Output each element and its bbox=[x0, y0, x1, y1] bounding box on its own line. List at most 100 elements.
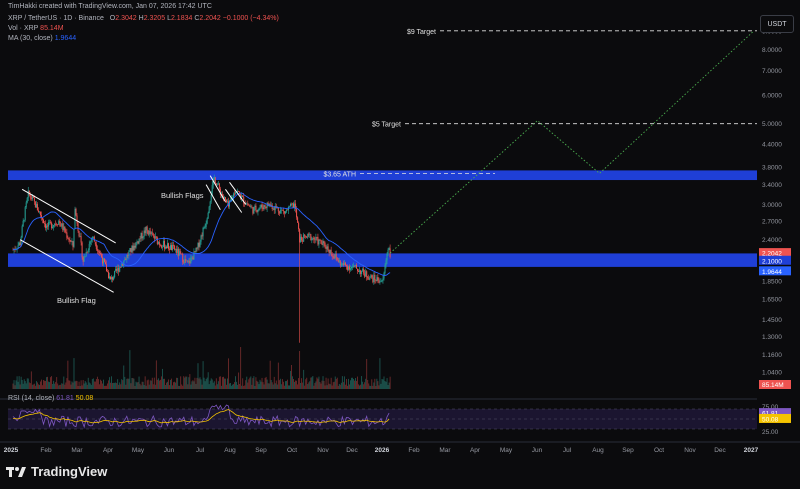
candle-body bbox=[189, 260, 191, 264]
candle-body bbox=[252, 207, 254, 214]
candle-body bbox=[62, 223, 64, 231]
volume-bar bbox=[131, 378, 133, 389]
volume-bar bbox=[23, 379, 25, 389]
volume-bar bbox=[27, 378, 29, 389]
volume-bar bbox=[79, 385, 81, 389]
volume-bar bbox=[252, 378, 254, 389]
zone-resistance bbox=[8, 170, 757, 181]
candle-body bbox=[337, 259, 339, 263]
candle-body bbox=[224, 197, 226, 200]
candle-body bbox=[145, 226, 147, 234]
candle-body bbox=[205, 223, 207, 227]
candle-body bbox=[136, 241, 138, 243]
volume-bar bbox=[277, 362, 279, 389]
volume-bar bbox=[362, 381, 364, 389]
volume-bar bbox=[255, 377, 257, 389]
candle-body bbox=[213, 177, 215, 179]
candle-body bbox=[121, 263, 123, 268]
candle-body bbox=[326, 246, 328, 249]
volume-bar bbox=[182, 385, 184, 389]
volume-bar bbox=[155, 360, 157, 389]
volume-bar bbox=[152, 384, 154, 389]
candle-body bbox=[173, 244, 175, 246]
candle-body bbox=[255, 205, 257, 211]
candle-body bbox=[307, 233, 309, 238]
candle-body bbox=[56, 224, 58, 225]
volume-label-bg bbox=[759, 380, 791, 389]
candle-body bbox=[160, 245, 162, 248]
candle-body bbox=[274, 206, 276, 211]
candle-body bbox=[379, 281, 381, 283]
volume-bar bbox=[195, 383, 197, 389]
volume-bar bbox=[56, 377, 58, 389]
time-tick: Mar bbox=[71, 447, 83, 454]
volume-bar bbox=[78, 381, 80, 389]
candle-body bbox=[180, 251, 182, 254]
candle-body bbox=[85, 251, 87, 257]
volume-bar bbox=[87, 377, 89, 389]
candle-body bbox=[378, 280, 380, 283]
candle-body bbox=[41, 217, 43, 220]
candle-body bbox=[183, 262, 185, 264]
candle-body bbox=[94, 241, 96, 245]
candle-body bbox=[152, 233, 154, 236]
volume-bar bbox=[13, 380, 15, 389]
level-label: $9 Target bbox=[407, 29, 436, 36]
volume-bar bbox=[141, 381, 143, 389]
volume-bar bbox=[262, 382, 264, 389]
volume-bar bbox=[307, 383, 309, 389]
candle-body bbox=[103, 258, 105, 262]
brand-name: TradingView bbox=[31, 464, 108, 479]
candle-body bbox=[73, 229, 75, 247]
volume-bar bbox=[84, 381, 86, 389]
candle-body bbox=[249, 205, 251, 208]
time-tick: Aug bbox=[224, 447, 236, 454]
candle-body bbox=[114, 270, 116, 278]
currency-button[interactable]: USDT bbox=[760, 15, 794, 33]
candle-body bbox=[65, 232, 67, 233]
candle-body bbox=[382, 278, 384, 281]
volume-bar bbox=[156, 379, 158, 389]
projection-path bbox=[389, 30, 755, 254]
volume-bar bbox=[231, 385, 232, 389]
currency-label: USDT bbox=[767, 20, 787, 28]
candle-body bbox=[288, 206, 290, 208]
candle-body bbox=[60, 223, 62, 227]
volume-bar bbox=[259, 379, 261, 389]
candle-body bbox=[52, 226, 54, 229]
candle-body bbox=[117, 267, 119, 271]
candle-body bbox=[301, 236, 303, 241]
ma-value: 1.9644 bbox=[54, 35, 77, 42]
volume-label: 85.14M bbox=[762, 382, 784, 389]
candle-body bbox=[81, 242, 83, 258]
flag-line bbox=[205, 184, 221, 211]
volume-bar bbox=[188, 377, 190, 389]
volume-bar bbox=[127, 378, 129, 389]
volume-bar bbox=[357, 376, 358, 389]
candle-body bbox=[215, 183, 217, 186]
volume-bar bbox=[186, 376, 188, 389]
candle-body bbox=[259, 207, 261, 209]
volume-bar bbox=[72, 382, 74, 389]
volume-bar bbox=[149, 380, 151, 389]
candle-body bbox=[156, 237, 158, 245]
volume-bar bbox=[332, 382, 334, 389]
candle-body bbox=[86, 251, 88, 253]
volume-bar bbox=[313, 385, 315, 389]
price-tick: 8.0000 bbox=[762, 47, 782, 54]
candle-body bbox=[83, 256, 85, 262]
candle-body bbox=[317, 237, 319, 245]
volume-bar bbox=[279, 378, 281, 389]
volume-bar bbox=[366, 359, 368, 389]
candle-body bbox=[162, 240, 164, 247]
volume-bar bbox=[265, 376, 267, 389]
candle-body bbox=[341, 263, 343, 265]
candle-body bbox=[141, 232, 143, 239]
price-tick: 3.0000 bbox=[762, 202, 782, 209]
volume-bar bbox=[93, 381, 95, 389]
volume-bar bbox=[340, 382, 342, 389]
time-tick: Jul bbox=[196, 447, 205, 454]
price-tick: 3.8000 bbox=[762, 165, 782, 172]
candle-body bbox=[271, 204, 273, 210]
